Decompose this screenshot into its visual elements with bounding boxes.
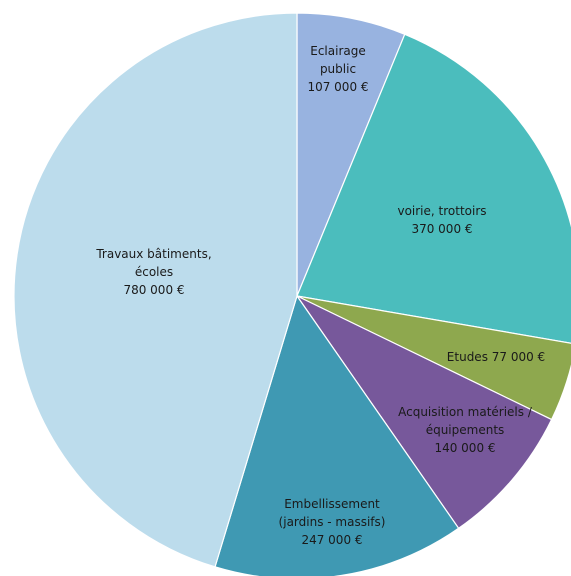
slice-label-line: public <box>320 62 356 76</box>
slice-label-4: Embellissement (jardins - massifs) 247 000… <box>279 497 386 547</box>
slice-label-line: (jardins - massifs) <box>279 515 386 529</box>
slice-label-3: Acquisition matériels / équipements 140 00… <box>398 405 533 455</box>
slice-label-5: Travaux bâtiments, écoles 780 000 € <box>95 247 211 297</box>
slice-label-line: 370 000 € <box>411 222 472 236</box>
slice-label-line: équipements <box>426 423 505 437</box>
pie-slice-5 <box>13 12 298 568</box>
slice-label-1: voirie, trottoirs 370 000 € <box>397 204 486 236</box>
slice-label-line: 780 000 € <box>123 283 184 297</box>
pie-slice-1 <box>296 33 571 344</box>
pie-labels: Eclairage public 107 000 € voirie, trottoir… <box>95 44 545 547</box>
pie-slice-3 <box>295 294 553 530</box>
slice-label-line: 140 000 € <box>434 441 495 455</box>
slice-label-line: voirie, trottoirs <box>397 204 486 218</box>
slice-label-line: écoles <box>135 265 173 279</box>
pie-slices <box>13 12 571 576</box>
slice-label-line: Eclairage <box>310 44 366 58</box>
slice-label-line: Travaux bâtiments, <box>95 247 211 261</box>
slice-label-line: 247 000 € <box>301 533 362 547</box>
slice-label-line: Acquisition matériels / <box>398 405 533 419</box>
slice-label-line: 107 000 € <box>307 80 368 94</box>
slice-label-line: Embellissement <box>284 497 380 511</box>
slice-label-line: Etudes 77 000 € <box>447 350 545 364</box>
slice-label-0: Eclairage public 107 000 € <box>307 44 368 94</box>
slice-label-2: Etudes 77 000 € <box>447 350 545 364</box>
